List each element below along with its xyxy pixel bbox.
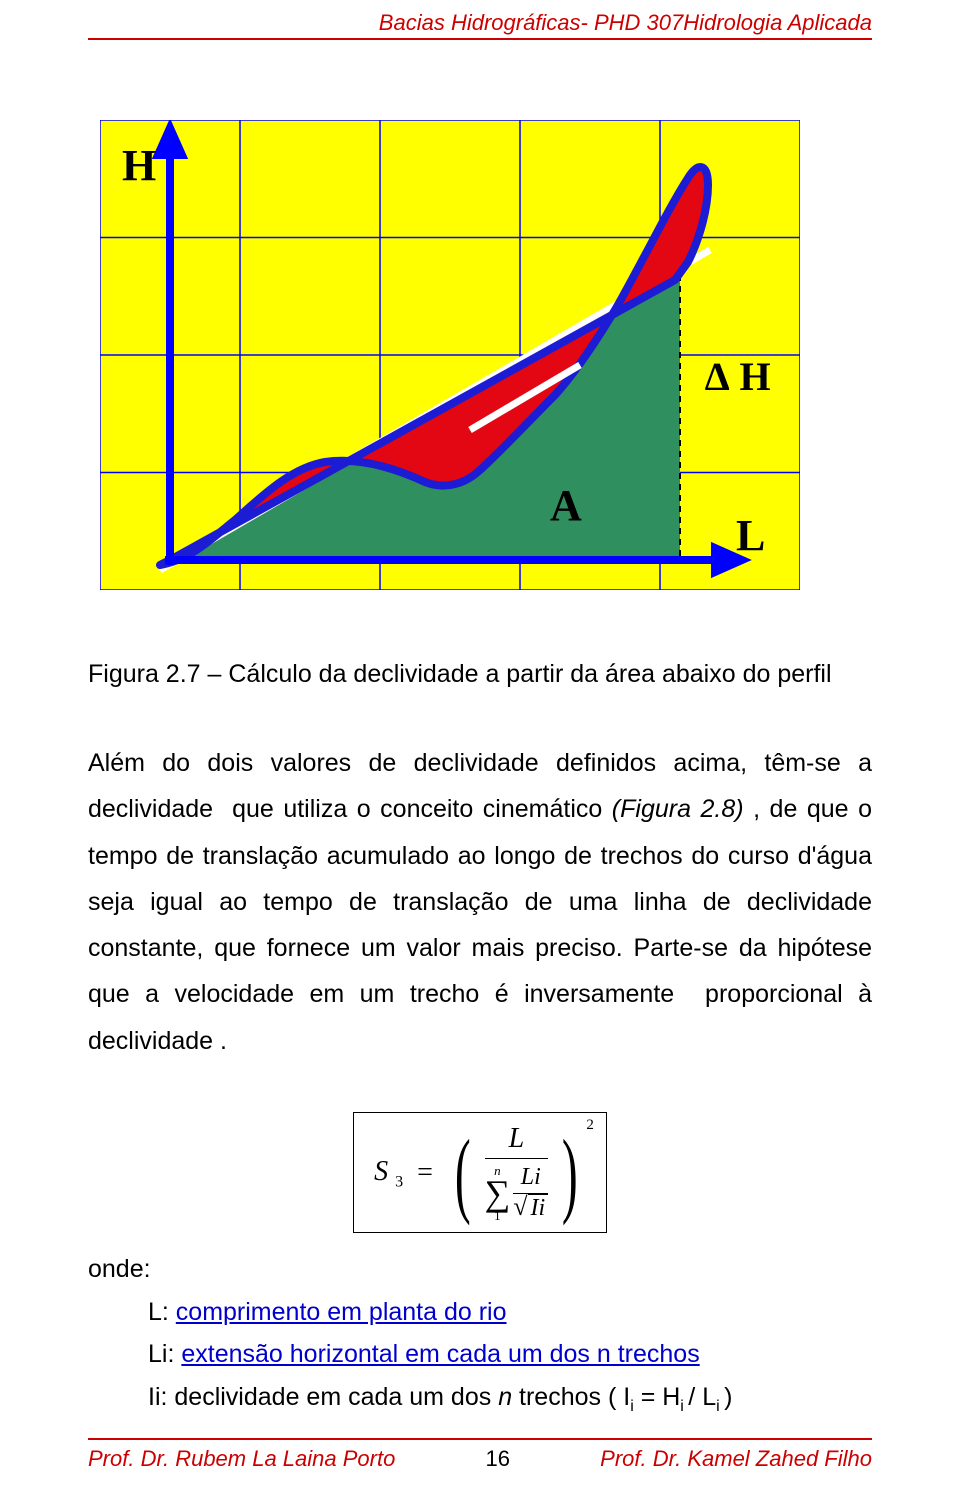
- footer-left: Prof. Dr. Rubem La Laina Porto: [88, 1446, 395, 1472]
- chart-label-l: L: [736, 511, 765, 560]
- def-ii: Ii: declividade em cada um dos n trechos…: [88, 1376, 872, 1420]
- footer-right: Prof. Dr. Kamel Zahed Filho: [600, 1446, 872, 1472]
- figure-caption: Figura 2.7 – Cálculo da declividade a pa…: [88, 660, 832, 689]
- chart-label-dh: ∆ H: [705, 354, 771, 399]
- footer-rule: [88, 1438, 872, 1440]
- page-number: 16: [486, 1446, 510, 1472]
- header-rule: [88, 38, 872, 40]
- figure-ref: (Figura 2.8): [612, 795, 744, 823]
- equation-s3: S 3 = ( L n ∑ 1 Li √Ii ): [0, 1112, 960, 1233]
- chart-label-a: A: [550, 481, 582, 530]
- link-extensao[interactable]: extensão horizontal em cada um dos n tre…: [181, 1340, 699, 1368]
- page-footer: Prof. Dr. Rubem La Laina Porto 16 Prof. …: [88, 1446, 872, 1472]
- body-paragraph: Além do dois valores de declividade defi…: [88, 740, 872, 1064]
- profile-chart: H A L ∆ H: [100, 120, 800, 590]
- def-l: L: comprimento em planta do rio: [88, 1291, 872, 1334]
- def-li: Li: extensão horizontal em cada um dos n…: [88, 1333, 872, 1376]
- chart-label-h: H: [122, 141, 156, 190]
- definitions-block: onde: L: comprimento em planta do rio Li…: [88, 1248, 872, 1420]
- link-comprimento[interactable]: comprimento em planta do rio: [176, 1298, 507, 1326]
- onde-label: onde:: [88, 1248, 872, 1291]
- header-course-title: Bacias Hidrográficas- PHD 307Hidrologia …: [379, 10, 872, 36]
